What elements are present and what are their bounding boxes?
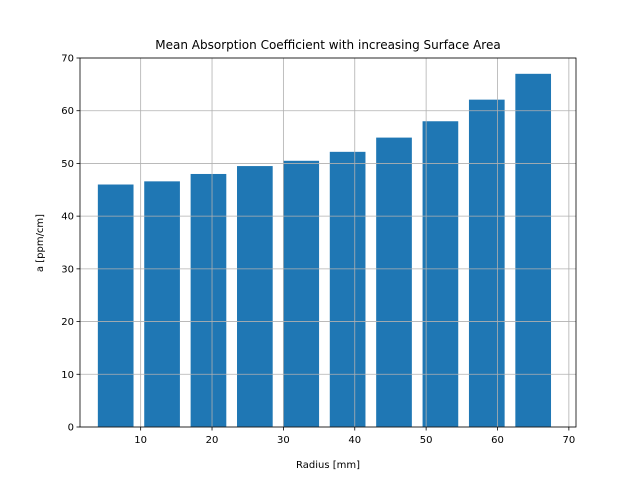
y-axis-ticks: 0 10 20 30 40 50 60 70 — [61, 54, 80, 434]
plot-frame — [79, 57, 577, 428]
x-axis-label: Radius [mm] — [296, 460, 360, 471]
y-tick-label: 10 — [61, 370, 74, 381]
bar — [144, 181, 180, 427]
x-tick-label: 60 — [491, 435, 504, 446]
x-tick-label: 70 — [562, 435, 575, 446]
bar — [237, 166, 273, 428]
x-tick-label: 50 — [420, 435, 433, 446]
bar — [329, 151, 366, 427]
axes — [79, 57, 577, 428]
x-axis-ticks: 10 20 30 40 50 60 70 — [134, 427, 575, 446]
x-tick-label: 40 — [348, 435, 361, 446]
y-tick-label: 30 — [61, 264, 74, 275]
x-tick-label: 10 — [134, 435, 147, 446]
y-tick-label: 70 — [61, 54, 74, 65]
bar — [422, 121, 459, 427]
y-tick-label: 0 — [68, 423, 74, 434]
bar — [376, 137, 412, 427]
x-tick-label: 20 — [206, 435, 219, 446]
bar — [97, 184, 134, 427]
bar — [190, 173, 227, 427]
bar — [283, 160, 320, 428]
bar — [515, 73, 552, 428]
x-tick-label: 30 — [277, 435, 290, 446]
y-tick-label: 20 — [61, 317, 74, 328]
y-tick-label: 50 — [61, 159, 74, 170]
y-tick-label: 40 — [61, 212, 74, 223]
bar — [468, 99, 505, 427]
y-axis-label: a [ppm/cm] — [35, 214, 46, 272]
chart-title: Mean Absorption Coefficient with increas… — [155, 38, 500, 52]
y-tick-label: 60 — [61, 106, 74, 117]
